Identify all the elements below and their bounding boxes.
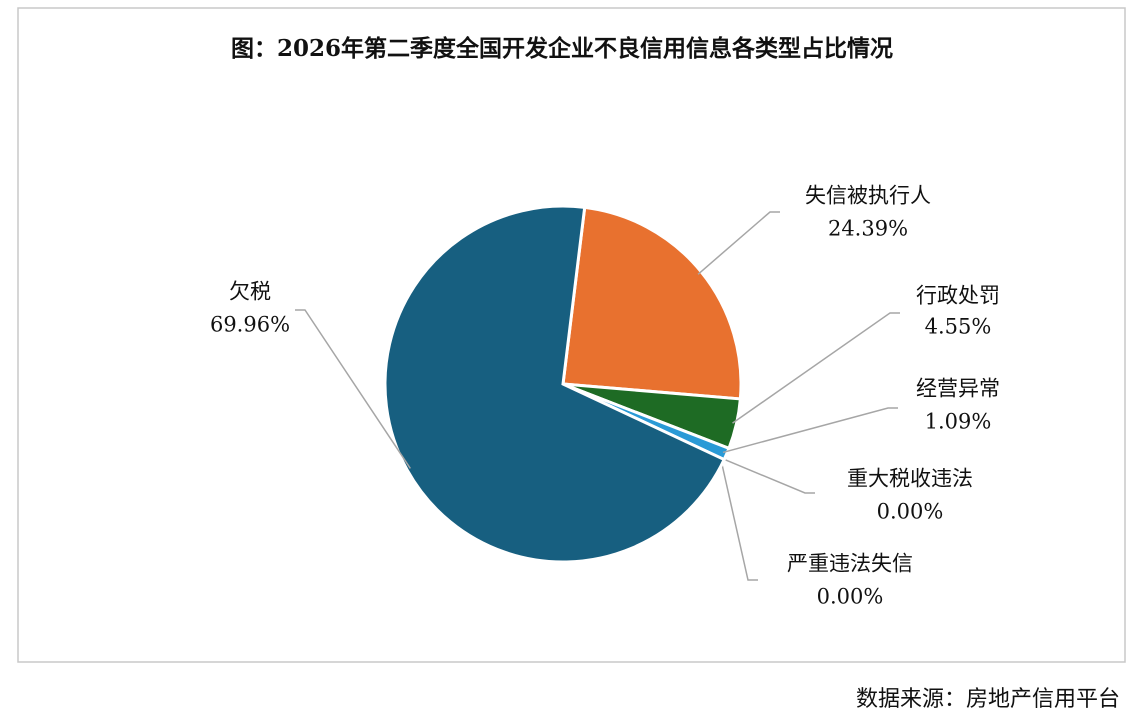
- value-label: 0.00%: [817, 585, 884, 609]
- leader-line: [295, 309, 411, 469]
- source-note: 数据来源：房地产信用平台: [856, 687, 1120, 712]
- category-label: 严重违法失信: [787, 552, 913, 576]
- chart-title: 图：2026年第二季度全国开发企业不良信用信息各类型占比情况: [231, 35, 893, 62]
- category-label: 欠税: [229, 280, 271, 304]
- category-label: 失信被执行人: [805, 184, 931, 208]
- leader-line: [722, 407, 898, 454]
- leader-line: [719, 457, 758, 581]
- leader-line: [720, 457, 815, 494]
- value-label: 1.09%: [925, 410, 992, 434]
- category-label: 行政处罚: [916, 284, 1000, 308]
- value-label: 4.55%: [925, 315, 992, 339]
- value-label: 69.96%: [210, 313, 290, 337]
- value-label: 24.39%: [828, 217, 908, 241]
- value-label: 0.00%: [877, 500, 944, 524]
- leader-line: [732, 312, 900, 424]
- pie-slice: [383, 204, 727, 564]
- category-label: 重大税收违法: [847, 467, 973, 491]
- category-label: 经营异常: [916, 377, 1000, 401]
- leader-line: [697, 211, 780, 275]
